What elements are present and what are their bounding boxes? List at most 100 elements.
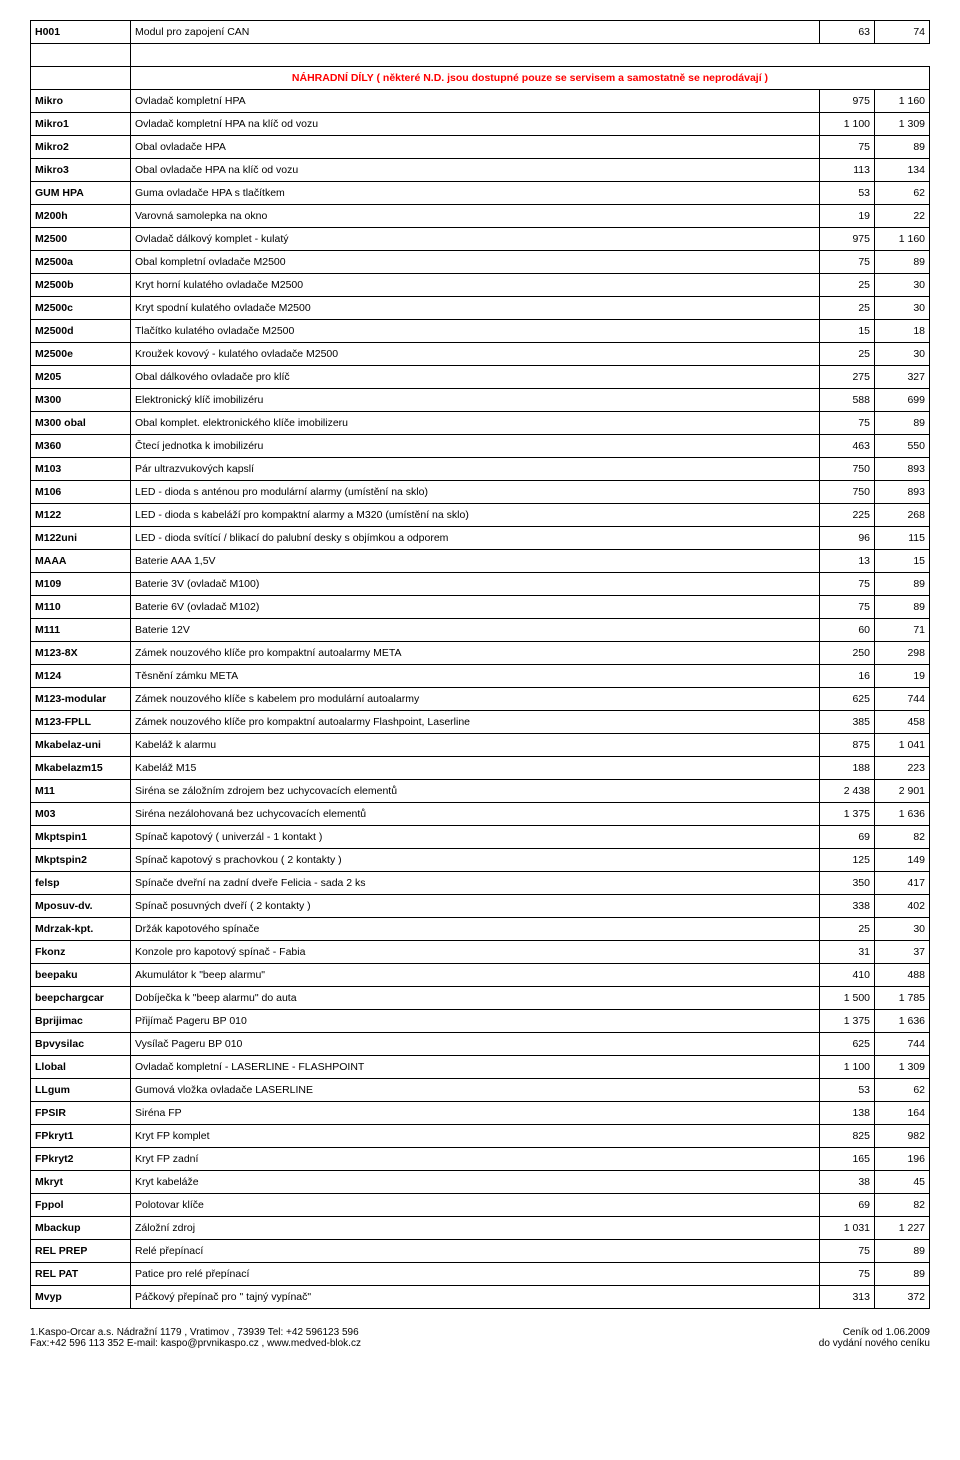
cell-code: Fkonz [31, 941, 131, 964]
cell-price2: 82 [875, 826, 930, 849]
table-row: M109Baterie 3V (ovladač M100)7589 [31, 573, 930, 596]
table-row: M2500Ovladač dálkový komplet - kulatý975… [31, 228, 930, 251]
price-list-page: H001 Modul pro zapojení CAN 63 74 NÁHRAD… [0, 0, 960, 1319]
footer-validity: do vydání nového ceníku [819, 1338, 930, 1349]
cell-desc: Pár ultrazvukových kapslí [131, 458, 820, 481]
cell-code: H001 [31, 21, 131, 44]
cell-code: Mkabelaz-uni [31, 734, 131, 757]
cell-desc: Ovladač kompletní HPA na klíč od vozu [131, 113, 820, 136]
cell-desc: Ovladač kompletní HPA [131, 90, 820, 113]
cell-desc: Spínač posuvných dveří ( 2 kontakty ) [131, 895, 820, 918]
cell-price1: 38 [820, 1171, 875, 1194]
cell-price1: 250 [820, 642, 875, 665]
cell-code: M205 [31, 366, 131, 389]
cell-price1: 385 [820, 711, 875, 734]
cell-price2: 402 [875, 895, 930, 918]
table-row: M2500dTlačítko kulatého ovladače M250015… [31, 320, 930, 343]
table-row: M360Čtecí jednotka k imobilizéru463550 [31, 435, 930, 458]
cell-price1: 1 100 [820, 113, 875, 136]
cell-price1: 313 [820, 1286, 875, 1309]
cell-price1: 588 [820, 389, 875, 412]
cell-price2: 62 [875, 1079, 930, 1102]
cell-code: MAAA [31, 550, 131, 573]
cell-price2: 62 [875, 182, 930, 205]
table-row: M123-FPLLZámek nouzového klíče pro kompa… [31, 711, 930, 734]
cell-price1: 75 [820, 251, 875, 274]
table-row: MbackupZáložní zdroj1 0311 227 [31, 1217, 930, 1240]
cell-price1: 25 [820, 297, 875, 320]
table-row: M2500aObal kompletní ovladače M25007589 [31, 251, 930, 274]
cell-price1: 75 [820, 136, 875, 159]
cell-price2: 1 227 [875, 1217, 930, 1240]
cell-price1: 338 [820, 895, 875, 918]
cell-code: Mvyp [31, 1286, 131, 1309]
table-row: MkrytKryt kabeláže3845 [31, 1171, 930, 1194]
cell-price1: 60 [820, 619, 875, 642]
cell-code: Mbackup [31, 1217, 131, 1240]
cell-price1: 975 [820, 90, 875, 113]
table-row: BpvysilacVysílač Pageru BP 010625744 [31, 1033, 930, 1056]
cell-desc: Páčkový přepínač pro " tajný vypínač" [131, 1286, 820, 1309]
cell-price1: 63 [820, 21, 875, 44]
table-row: M122uniLED - dioda svítící / blikací do … [31, 527, 930, 550]
cell-desc: Kryt kabeláže [131, 1171, 820, 1194]
cell-price2: 164 [875, 1102, 930, 1125]
cell-desc: Gumová vložka ovladače LASERLINE [131, 1079, 820, 1102]
cell-code: felsp [31, 872, 131, 895]
cell-price1: 138 [820, 1102, 875, 1125]
table-row: MvypPáčkový přepínač pro " tajný vypínač… [31, 1286, 930, 1309]
cell-desc: Siréna nezálohovaná bez uchycovacích ele… [131, 803, 820, 826]
cell-desc: Držák kapotového spínače [131, 918, 820, 941]
cell-price2: 89 [875, 412, 930, 435]
cell-code: M2500 [31, 228, 131, 251]
cell-desc: Čtecí jednotka k imobilizéru [131, 435, 820, 458]
cell-desc: Záložní zdroj [131, 1217, 820, 1240]
cell-price1: 125 [820, 849, 875, 872]
cell-price2: 2 901 [875, 780, 930, 803]
cell-code: REL PAT [31, 1263, 131, 1286]
cell-code: M106 [31, 481, 131, 504]
cell-price2: 1 636 [875, 803, 930, 826]
cell-desc: Tlačítko kulatého ovladače M2500 [131, 320, 820, 343]
cell-desc: Kryt FP zadní [131, 1148, 820, 1171]
table-row: LLgumGumová vložka ovladače LASERLINE536… [31, 1079, 930, 1102]
cell-desc: Patice pro relé přepínací [131, 1263, 820, 1286]
cell-code: beepchargcar [31, 987, 131, 1010]
cell-price1: 13 [820, 550, 875, 573]
cell-desc: Vysílač Pageru BP 010 [131, 1033, 820, 1056]
cell-price2: 699 [875, 389, 930, 412]
cell-code: M200h [31, 205, 131, 228]
cell-desc: Obal dálkového ovladače pro klíč [131, 366, 820, 389]
cell-price2: 15 [875, 550, 930, 573]
footer-left: 1.Kaspo-Orcar a.s. Nádražní 1179 , Vrati… [30, 1327, 361, 1349]
cell-price2: 22 [875, 205, 930, 228]
cell-price1: 1 031 [820, 1217, 875, 1240]
cell-desc: Obal komplet. elektronického klíče imobi… [131, 412, 820, 435]
table-row: LlobalOvladač kompletní - LASERLINE - FL… [31, 1056, 930, 1079]
cell-price2: 744 [875, 1033, 930, 1056]
cell-price1: 31 [820, 941, 875, 964]
cell-price1: 113 [820, 159, 875, 182]
table-row: Mposuv-dv.Spínač posuvných dveří ( 2 kon… [31, 895, 930, 918]
cell-desc: Kryt spodní kulatého ovladače M2500 [131, 297, 820, 320]
cell-price2: 550 [875, 435, 930, 458]
cell-code: Llobal [31, 1056, 131, 1079]
table-row: M300Elektronický klíč imobilizéru588699 [31, 389, 930, 412]
cell-code: Bpvysilac [31, 1033, 131, 1056]
cell-price1: 75 [820, 596, 875, 619]
table-row: REL PREPRelé přepínací7589 [31, 1240, 930, 1263]
cell-price2: 327 [875, 366, 930, 389]
cell-desc: Kroužek kovový - kulatého ovladače M2500 [131, 343, 820, 366]
cell-code: Fppol [31, 1194, 131, 1217]
cell-code: Mposuv-dv. [31, 895, 131, 918]
table-row: Mkptspin1Spínač kapotový ( univerzál - 1… [31, 826, 930, 849]
cell-desc: Spínač kapotový s prachovkou ( 2 kontakt… [131, 849, 820, 872]
cell-price1: 275 [820, 366, 875, 389]
cell-price2: 89 [875, 596, 930, 619]
cell-price2: 1 636 [875, 1010, 930, 1033]
cell-price2: 982 [875, 1125, 930, 1148]
cell-price2: 89 [875, 136, 930, 159]
cell-price2: 893 [875, 481, 930, 504]
cell-price1: 53 [820, 182, 875, 205]
cell-price2: 71 [875, 619, 930, 642]
